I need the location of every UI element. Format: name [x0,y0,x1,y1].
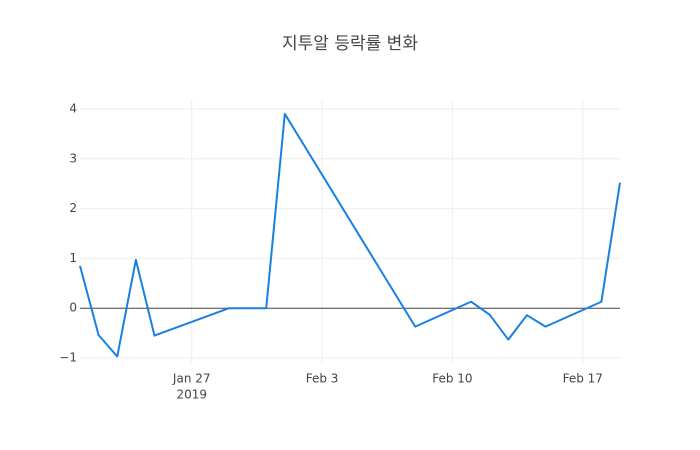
x-tick-label: Feb 17 [563,372,603,386]
y-tick-label: 1 [69,251,77,265]
y-tick-label: 4 [69,101,77,115]
x-tick-label: Feb 10 [432,372,472,386]
chart-title: 지투알 등락률 변화 [282,34,418,54]
y-tick-label: 0 [69,301,77,315]
x-year-label: 2019 [176,388,207,402]
x-tick-label: Jan 27 [172,372,211,386]
y-tick-label: −1 [59,351,77,365]
line-series [79,112,621,358]
y-tick-label: 2 [69,201,77,215]
y-tick-label: 3 [69,151,77,165]
x-tick-label: Feb 3 [306,372,339,386]
